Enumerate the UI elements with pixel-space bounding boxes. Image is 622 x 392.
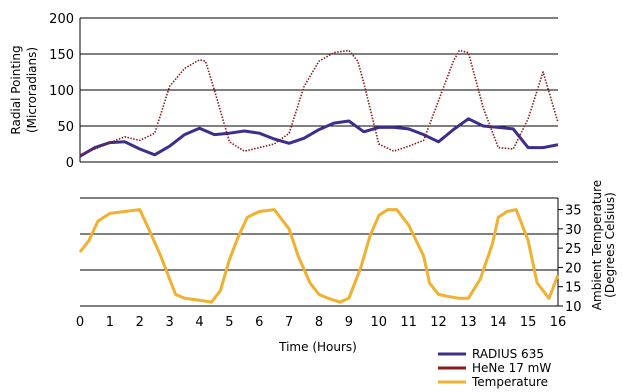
lower-y-tick-label: 30 (565, 223, 582, 238)
lower-y-tick-label: 20 (565, 261, 582, 276)
x-tick-label: 14 (490, 315, 507, 330)
legend-label-radius: RADIUS 635 (472, 347, 544, 361)
x-tick-label: 3 (165, 315, 173, 330)
upper-y-tick-label: 100 (49, 84, 74, 99)
x-tick-label: 12 (430, 315, 447, 330)
legend: RADIUS 635 HeNe 17 mW Temperature (438, 347, 551, 389)
series-line-radius-635 (79, 117, 559, 158)
series-line-temperature (78, 208, 560, 304)
upper-y-tick-label: 150 (49, 48, 74, 63)
lower-y-tick-label: 25 (565, 242, 582, 257)
label-layer: Radial Pointing (Microradians) Time (Hou… (9, 45, 617, 354)
x-tick-label: 13 (460, 315, 477, 330)
lower-y-tick-label: 35 (565, 204, 582, 219)
x-tick-label: 8 (315, 315, 323, 330)
legend-label-temperature: Temperature (471, 375, 548, 389)
lower-y-tick-label: 15 (565, 281, 582, 296)
upper-y-axis-title-line2: (Microradians) (25, 47, 39, 133)
upper-y-tick-label: 50 (57, 120, 74, 135)
x-tick-label: 9 (345, 315, 353, 330)
lower-y-axis-title-line2: (Degrees Celsius) (603, 192, 617, 298)
series-line-hene-17mw (79, 49, 559, 156)
upper-y-tick-label: 200 (49, 12, 74, 27)
x-tick-label: 7 (285, 315, 293, 330)
upper-y-tick-label: 0 (66, 156, 74, 171)
x-tick-label: 2 (136, 315, 144, 330)
x-tick-label: 16 (550, 315, 567, 330)
series-layer (78, 49, 560, 304)
x-tick-label: 6 (255, 315, 263, 330)
lower-y-tick-label: 10 (565, 300, 582, 315)
legend-label-hene: HeNe 17 mW (472, 361, 551, 375)
x-axis-title: Time (Hours) (278, 340, 357, 354)
legend-item-temperature: Temperature (438, 375, 548, 389)
legend-item-hene: HeNe 17 mW (438, 361, 551, 375)
lower-y-axis-title-line1: Ambient Temperature (590, 180, 604, 310)
legend-item-radius: RADIUS 635 (438, 347, 544, 361)
x-tick-label: 5 (225, 315, 233, 330)
x-tick-label: 1 (106, 315, 114, 330)
x-tick-label: 10 (370, 315, 387, 330)
x-tick-label: 15 (520, 315, 537, 330)
x-tick-label: 0 (76, 315, 84, 330)
x-tick-label: 11 (400, 315, 417, 330)
x-tick-label: 4 (195, 315, 203, 330)
upper-y-axis-title-line1: Radial Pointing (9, 45, 23, 134)
grid-layer (80, 17, 558, 307)
